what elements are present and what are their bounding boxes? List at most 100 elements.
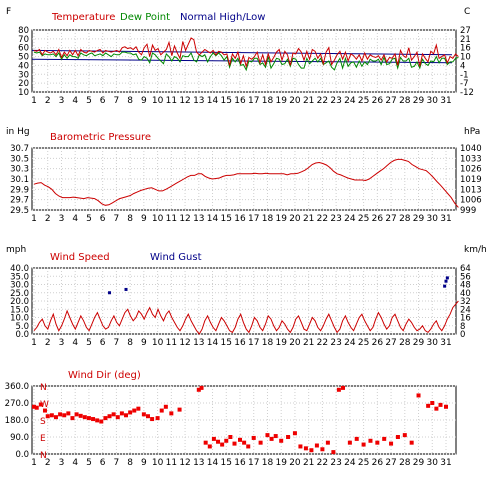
y-tick-right: 1013 [460,185,482,195]
x-tick-label: 18 [262,214,274,224]
y-tick-right: 16 [460,44,471,54]
x-tick-label: 15 [221,214,232,224]
x-tick-label: 2 [45,96,51,106]
x-tick-label: 22 [317,338,328,348]
wind-dir-point [111,412,116,417]
compass-label: S [40,417,46,427]
x-tick-label: 21 [303,96,314,106]
wind-dir-point [177,407,182,412]
y-tick-right: -12 [460,88,474,98]
x-tick-label: 30 [427,338,439,348]
chart-title: Barometric Pressure [50,132,151,143]
x-tick-label: 6 [100,214,106,224]
wind-gust-point [444,279,448,283]
scatter-points [32,385,448,455]
x-tick-label: 22 [317,214,328,224]
wind-dir-point [150,417,155,422]
wind-dir-point [265,433,270,438]
x-tick-label: 4 [72,338,78,348]
wind-dir-point [199,385,204,390]
wind-speed-line [33,300,459,335]
x-tick-label: 6 [100,96,106,106]
x-tick-label: 17 [248,214,259,224]
unit-left-label: mph [6,245,26,255]
wind-dir-point [58,412,63,417]
wind-dir-point [341,385,345,390]
wind-dir-point [402,433,407,438]
y-tick-right: 8 [460,322,465,332]
wind-dir-point [78,413,83,418]
x-tick-label: 26 [372,338,384,348]
x-tick-label: 7 [114,458,120,468]
y-tick-left: 60 [18,44,29,54]
wind-dir-point [49,413,54,418]
x-tick-label: 12 [179,96,190,106]
plot-frame [31,29,457,93]
x-tick-label: 4 [72,458,78,468]
y-tick-right: 27 [460,26,471,36]
compass-label: N [40,383,47,393]
x-tick-label: 20 [289,458,301,468]
x-tick-label: 27 [385,458,396,468]
wind-dir-point [331,450,336,455]
legend-normal-high-low: Normal High/Low [180,12,265,23]
x-tick-label: 12 [179,458,190,468]
y-tick-left: 270.0 [5,399,29,409]
x-tick-label: 16 [234,458,246,468]
x-tick-label: 23 [330,96,341,106]
x-tick-label: 5 [86,458,92,468]
x-tick-label: 13 [193,96,204,106]
x-tick-label: 1 [31,458,37,468]
x-tick-label: 16 [234,338,246,348]
y-tick-left: 0.0 [15,330,29,340]
wind-gust-point [443,284,447,288]
wind-dir-point [368,438,373,443]
unit-left-label: F [6,7,11,17]
wind-dir-point [309,448,314,453]
y-tick-right: -1 [460,70,468,80]
x-tick-label: 29 [413,214,425,224]
x-tick-label: 19 [275,96,287,106]
x-tick-label: 24 [344,96,356,106]
wind-dir-point [238,437,242,442]
x-tick-label: 7 [114,338,120,348]
wind-dir-point [228,435,233,439]
x-tick-label: 21 [303,214,314,224]
y-tick-right: 40 [460,289,471,299]
y-tick-left: 360.0 [5,382,29,392]
normal-high-line [31,49,453,56]
wind-dir-point [273,434,278,439]
x-tick-label: 1 [31,96,37,106]
wind-dir-point [336,387,341,392]
x-tick-label: 19 [275,338,287,348]
x-tick-label: 6 [100,338,106,348]
wind-dir-point [70,416,75,421]
x-tick-label: 8 [127,458,133,468]
wind-dir-point [136,406,141,411]
y-tick-left: 50 [18,53,29,63]
wind-dir-point [354,436,359,441]
y-axis-left: 360.0 270.0 180.0 90.0 0.0 [5,382,29,460]
x-tick-label: 9 [141,458,147,468]
x-tick-label: 26 [372,96,384,106]
unit-right-label: hPa [464,127,480,137]
x-tick-label: 2 [45,214,51,224]
x-tick-label: 23 [330,214,341,224]
unit-left-label: in Hg [6,127,30,137]
wind-speed-panel: mph km/h Wind Speed Wind Gust 40.035.030… [6,245,487,348]
x-tick-label: 31 [440,214,451,224]
x-tick-label: 30 [427,96,439,106]
x-tick-label: 9 [141,214,147,224]
x-tick-label: 3 [59,96,65,106]
x-tick-label: 5 [86,214,92,224]
y-tick-left: 30.3 [10,165,29,175]
wind-gust-point [108,291,112,295]
wind-dir-point [320,447,325,452]
y-tick-right: 56 [460,272,471,282]
x-tick-label: 17 [248,338,259,348]
wind-dir-point [115,415,120,420]
y-tick-right: 32 [460,297,471,307]
y-tick-right: 64 [460,264,471,274]
